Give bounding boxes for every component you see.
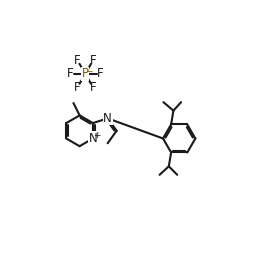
Text: −: − [85,66,92,75]
Text: N: N [88,132,97,145]
Text: F: F [67,67,73,80]
Text: F: F [90,81,96,94]
Text: F: F [74,81,81,94]
Text: F: F [90,54,96,67]
Text: N: N [103,112,112,125]
Text: +: + [93,131,100,139]
Text: P: P [82,67,89,80]
Text: F: F [97,67,104,80]
Text: F: F [74,54,81,67]
